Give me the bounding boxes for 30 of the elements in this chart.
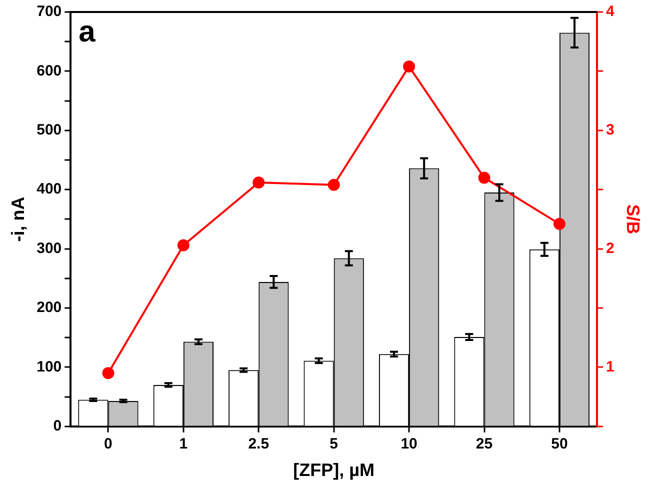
y2-axis-title: S/B [623, 204, 644, 234]
point [252, 176, 265, 188]
point [403, 60, 416, 72]
x-tick-label: 5 [330, 436, 338, 453]
x-tick-label: 0 [104, 436, 112, 453]
y-tick-label: 500 [36, 122, 62, 139]
annotation: a [78, 15, 96, 48]
x-tick-label: 50 [551, 436, 568, 453]
y2-tick-label: 3 [606, 122, 614, 139]
point [177, 239, 190, 252]
y-tick-label: 0 [53, 418, 62, 435]
y2-tick-label: 1 [606, 358, 614, 376]
y-tick-label: 700 [36, 3, 62, 20]
point [478, 172, 490, 184]
point [328, 178, 340, 191]
y-tick-label: 600 [36, 62, 62, 80]
y2-tick-label: 2 [606, 240, 614, 257]
y-tick-label: 300 [36, 240, 62, 257]
x-axis-title: [ZFP], µM [293, 460, 375, 480]
x-tick-label: 2.5 [248, 436, 270, 453]
point [553, 218, 566, 230]
y2-tick-label: 4 [606, 3, 616, 20]
x-tick-label: 1 [179, 436, 188, 453]
x-tick-label: 25 [476, 436, 493, 453]
x-tick-label: 10 [400, 436, 418, 453]
y-tick-label: 400 [36, 180, 62, 198]
point [102, 367, 114, 380]
y-axis-title: -i, nA [8, 196, 28, 242]
y-tick-label: 100 [36, 358, 62, 376]
y-tick-label: 200 [36, 299, 62, 316]
